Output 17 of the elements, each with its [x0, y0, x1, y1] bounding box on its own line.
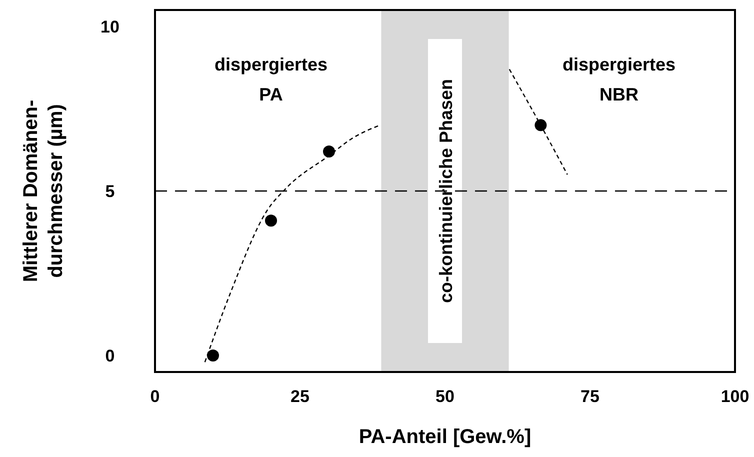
point	[265, 214, 277, 227]
y-tick-label: 0	[105, 346, 115, 366]
point	[207, 350, 219, 362]
point	[323, 146, 335, 158]
y-axis-title: Mittlerer Domänen- durchmesser (µm)	[20, 100, 67, 282]
x-axis-title: PA-Anteil [Gew.%]	[358, 426, 532, 448]
annotation: dispergiertes PA	[214, 54, 328, 104]
x-tick-label: 0	[150, 387, 160, 406]
x-tick-label: 75	[580, 387, 600, 406]
annotation: dispergiertes NBR	[562, 54, 676, 104]
point	[534, 119, 547, 132]
x-tick-label: 50	[436, 387, 454, 406]
x-tick-label: 100	[720, 387, 750, 406]
y-tick-label: 5	[105, 182, 115, 201]
y-tick-label: 10	[100, 17, 120, 36]
band-label: co-kontinuierliche Phasen	[436, 78, 456, 304]
x-tick-label: 25	[290, 387, 310, 406]
